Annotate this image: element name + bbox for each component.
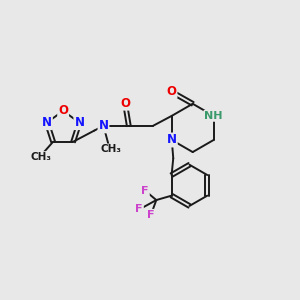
Text: O: O [58, 104, 68, 117]
Text: N: N [167, 134, 177, 146]
Text: N: N [42, 116, 52, 129]
Text: CH₃: CH₃ [30, 152, 51, 162]
Text: F: F [136, 205, 143, 214]
Text: O: O [120, 97, 130, 110]
Text: NH: NH [204, 111, 223, 121]
Text: F: F [147, 210, 155, 220]
Text: CH₃: CH₃ [100, 144, 122, 154]
Text: F: F [141, 186, 149, 196]
Text: N: N [98, 119, 109, 132]
Text: O: O [167, 85, 176, 98]
Text: N: N [74, 116, 84, 129]
